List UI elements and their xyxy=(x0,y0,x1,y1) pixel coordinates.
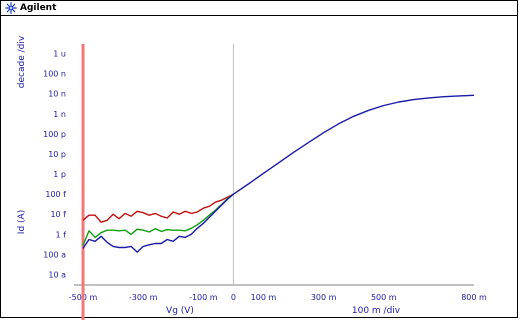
x-axis-scale-label: 100 m /div xyxy=(352,306,401,316)
x-axis-label: Vg (V) xyxy=(166,306,194,316)
brand-name: Agilent xyxy=(20,3,57,13)
y-tick-label: 1 p xyxy=(53,170,66,179)
y-tick-label: 1 u xyxy=(53,50,66,59)
agilent-spark-icon xyxy=(5,2,17,14)
y-tick-label: 10 n xyxy=(48,90,66,99)
y-axis-scale-label: decade /div xyxy=(17,35,27,88)
y-tick-label: 10 p xyxy=(48,150,66,159)
x-tick-labels: -500 m -300 m -100 m 0 100 m 300 m 500 m 800 m xyxy=(69,293,487,302)
series-line-1 xyxy=(82,193,234,246)
series-group xyxy=(82,94,475,253)
title-bar: Agilent xyxy=(1,1,517,15)
x-tick-label: 500 m xyxy=(371,293,397,302)
y-axis-label: Id (A) xyxy=(17,210,27,234)
y-tick-label: 100 n xyxy=(43,70,66,79)
x-tick-label: 800 m xyxy=(461,293,487,302)
x-tick-label: -100 m xyxy=(189,293,218,302)
x-tick-label: 300 m xyxy=(311,293,337,302)
x-tick-label: -300 m xyxy=(129,293,158,302)
y-tick-label: 100 p xyxy=(43,130,66,139)
y-tick-label: 1 f xyxy=(56,230,67,239)
y-tick-label: 10 a xyxy=(48,270,66,279)
y-tick-label: 1 n xyxy=(53,110,66,119)
title-rule xyxy=(1,15,517,16)
series-line-2 xyxy=(82,94,475,253)
x-tick-label: 0 xyxy=(231,293,236,302)
y-tick-label: 100 f xyxy=(45,190,66,199)
y-tick-label: 10 f xyxy=(50,210,66,219)
y-tick-labels: 1 u 100 n 10 n 1 n 100 p 10 p 1 p 100 f 10 f 1 f 1… xyxy=(43,50,66,280)
x-tick-label: 100 m xyxy=(251,293,277,302)
start-marker xyxy=(81,44,85,320)
y-tick-label: 100 a xyxy=(43,250,66,259)
series-line-0 xyxy=(82,193,234,223)
